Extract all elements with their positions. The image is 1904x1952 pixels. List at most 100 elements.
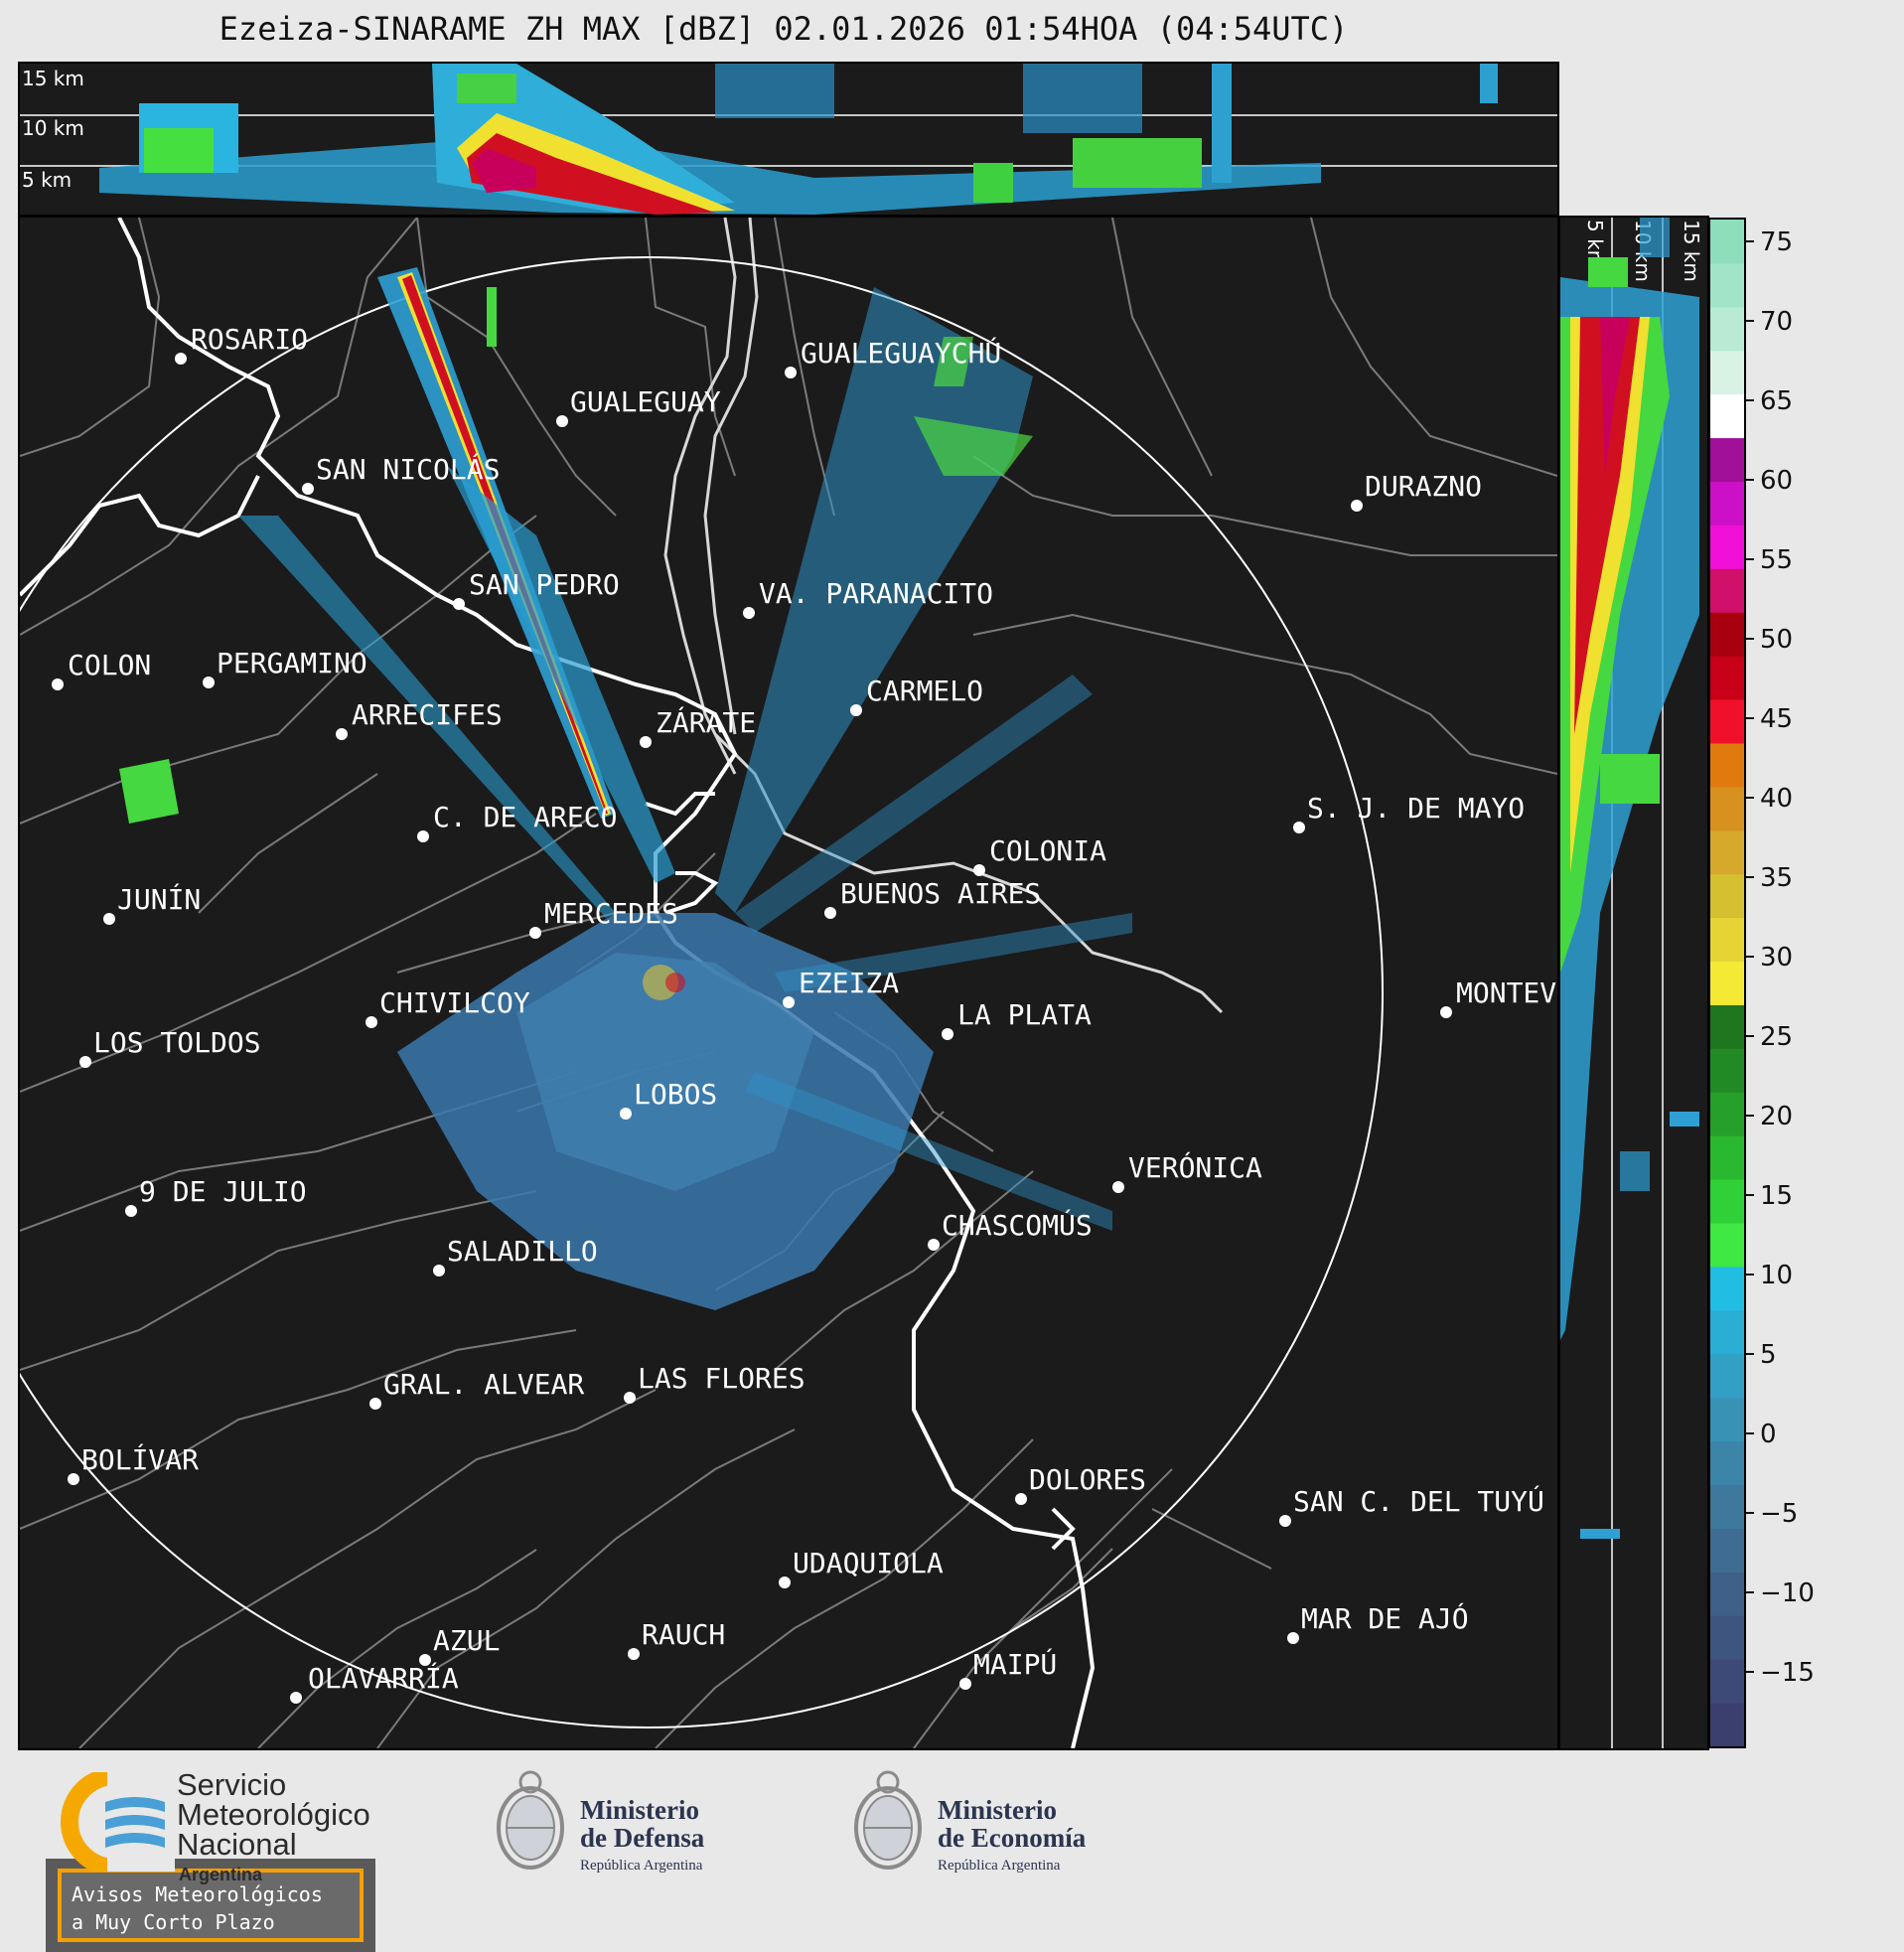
vertical-profile-ew-panel: 15 km 10 km 5 km	[18, 62, 1559, 217]
colorbar-swatch	[1710, 1528, 1744, 1573]
city-label: MAR DE AJÓ	[1301, 1601, 1469, 1635]
defensa-line2: de Defensa	[580, 1823, 705, 1853]
colorbar-tick-label: 20	[1760, 1102, 1793, 1131]
colorbar-swatch	[1710, 961, 1744, 1005]
city-dot	[453, 598, 465, 610]
city-label: GUALEGUAY	[570, 385, 721, 418]
colorbar-tick-label: −15	[1760, 1658, 1815, 1688]
colorbar-swatch	[1710, 262, 1744, 308]
city-dot	[959, 1678, 971, 1690]
escudo-economia-icon	[848, 1764, 928, 1883]
city-label: COLONIA	[989, 834, 1106, 867]
colorbar-swatch	[1710, 1703, 1744, 1746]
profile-echoes-top	[99, 64, 1498, 215]
colorbar-swatch	[1710, 1572, 1744, 1616]
defensa-line1: Ministerio	[580, 1795, 699, 1825]
city-dot	[1287, 1632, 1299, 1644]
colorbar-swatch	[1710, 220, 1744, 264]
city-dot	[290, 1692, 302, 1704]
colorbar-swatch	[1710, 1659, 1744, 1704]
smn-line1: Servicio	[177, 1767, 287, 1802]
colorbar-tick-label: 40	[1760, 784, 1793, 814]
colorbar-swatch	[1710, 1004, 1744, 1049]
colorbar-swatch	[1710, 393, 1744, 439]
city-dot	[1015, 1493, 1027, 1505]
city-dot	[942, 1028, 953, 1040]
colorbar-tick-label: 55	[1760, 545, 1793, 575]
city-dot	[419, 1654, 431, 1666]
colorbar-tick-label: 15	[1760, 1181, 1793, 1211]
city-label: C. DE ARECO	[433, 801, 617, 833]
alt-label-5km: 5 km	[22, 168, 72, 192]
city-label: AZUL	[433, 1624, 500, 1657]
colorbar-swatch	[1710, 525, 1744, 569]
city-dot	[850, 704, 862, 716]
city-label: MAIPÚ	[973, 1647, 1057, 1681]
colorbar-swatch	[1710, 917, 1744, 963]
city-dot	[1293, 822, 1305, 833]
city-dot	[68, 1473, 79, 1485]
colorbar-swatch	[1710, 1092, 1744, 1136]
city-label: GRAL. ALVEAR	[383, 1368, 584, 1401]
city-dot	[1112, 1181, 1124, 1193]
economia-sub: República Argentina	[938, 1858, 1061, 1874]
city-label: JUNÍN	[117, 882, 201, 916]
city-dot	[783, 996, 795, 1008]
colorbar-swatch	[1710, 481, 1744, 526]
city-dot	[175, 353, 187, 365]
colorbar-tick-label: 45	[1760, 704, 1793, 734]
colorbar-swatch	[1710, 437, 1744, 482]
radar-map-panel[interactable]: ROSARIO GUALEGUAYCHÚ GUALEGUAY SAN NICOLÁS D…	[18, 216, 1559, 1952]
city-dot	[103, 913, 115, 925]
city-label: VERÓNICA	[1128, 1150, 1262, 1184]
ministerio-defensa-text: Ministerio de Defensa República Argentin…	[580, 1796, 704, 1879]
colorbar-swatch	[1710, 612, 1744, 657]
city-label: SALADILLO	[447, 1235, 598, 1268]
city-markers: ROSARIO GUALEGUAYCHÚ GUALEGUAY SAN NICOLÁS D…	[52, 323, 1557, 1704]
profile-echoes-side	[1560, 218, 1699, 1539]
city-dot	[743, 607, 755, 619]
city-label: CHASCOMÚS	[942, 1208, 1093, 1242]
city-dot	[1279, 1515, 1291, 1527]
colorbar-swatch	[1710, 1484, 1744, 1529]
coastline	[20, 218, 1096, 1748]
city-label: ARRECIFES	[352, 698, 503, 731]
city-label: BUENOS AIRES	[840, 877, 1041, 910]
colorbar-swatch	[1710, 350, 1744, 395]
defensa-sub: República Argentina	[580, 1858, 703, 1874]
city-label: SAN PEDRO	[469, 568, 620, 601]
city-dot	[529, 927, 541, 939]
city-dot	[973, 864, 985, 876]
colorbar-swatch	[1710, 742, 1744, 788]
colorbar-tick-label: 70	[1760, 307, 1793, 337]
colorbar-tick-label: 10	[1760, 1261, 1793, 1290]
escudo-defensa-icon	[491, 1764, 570, 1883]
colorbar-tick-label: 35	[1760, 863, 1793, 893]
city-dot	[369, 1398, 381, 1410]
colorbar-tick-label: −5	[1760, 1499, 1798, 1529]
colorbar-swatch	[1710, 1135, 1744, 1180]
aviso-line2: a Muy Corto Plazo	[72, 1910, 275, 1934]
city-dot	[302, 483, 314, 495]
city-label: COLON	[68, 649, 151, 681]
vertical-profile-ns-panel: 5 km 10 km 15 km	[1558, 216, 1709, 1750]
colorbar-tick-label: 65	[1760, 386, 1793, 416]
colorbar-tick-label: 50	[1760, 625, 1793, 655]
city-label: UDAQUIOLA	[793, 1547, 944, 1579]
colorbar-tick-label: 75	[1760, 227, 1793, 257]
city-dot	[417, 830, 429, 842]
colorbar-swatch	[1710, 306, 1744, 352]
city-label: PERGAMINO	[217, 647, 367, 679]
city-dot	[125, 1205, 137, 1217]
colorbar-swatch	[1710, 1309, 1744, 1355]
city-label: SAN C. DEL TUYÚ	[1293, 1484, 1544, 1518]
city-dot	[366, 1016, 377, 1028]
smn-sub: Argentina	[179, 1865, 263, 1884]
chart-title: Ezeiza-SINARAME ZH MAX [dBZ] 02.01.2026 …	[219, 10, 1349, 48]
colorbar-swatch	[1710, 699, 1744, 744]
smn-line2: Meteorológico	[177, 1797, 370, 1832]
city-dot	[624, 1392, 636, 1404]
city-label: LAS FLORES	[638, 1362, 806, 1395]
city-dot	[640, 736, 652, 748]
